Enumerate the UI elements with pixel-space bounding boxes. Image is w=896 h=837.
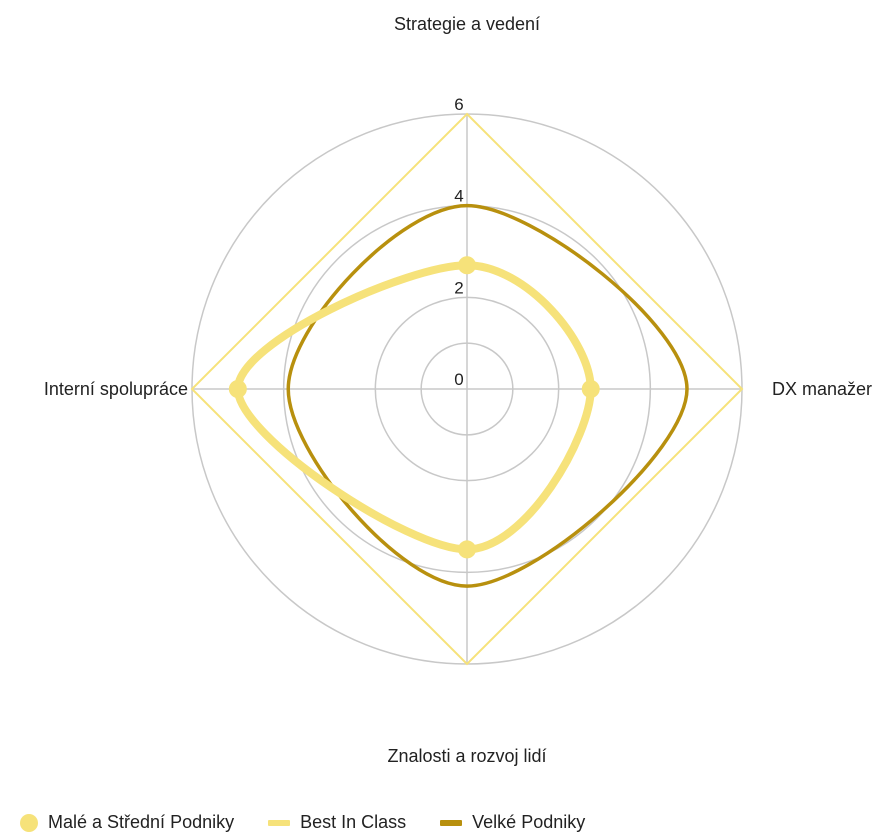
axis-label: Znalosti a rozvoj lidí — [387, 746, 546, 766]
axis-label: Interní spolupráce — [44, 379, 188, 399]
legend-label-sme: Malé a Střední Podniky — [48, 812, 235, 832]
legend-item-large[interactable]: Velké Podniky — [440, 812, 585, 833]
series-sme-point — [458, 256, 476, 275]
legend-label-best-in-class: Best In Class — [300, 812, 407, 832]
series-sme-line — [233, 261, 595, 554]
legend-swatch-large — [440, 819, 463, 826]
tick-label: 4 — [454, 187, 463, 206]
legend: Malé a Střední Podniky Best In Class Vel… — [20, 812, 585, 833]
legend-item-best-in-class[interactable]: Best In Class — [268, 812, 406, 833]
axis-label: DX manažer — [772, 379, 872, 399]
axis-label: Strategie a vedení — [394, 14, 540, 34]
legend-swatch-sme — [20, 813, 38, 832]
series-best-in-class-line — [190, 112, 744, 666]
series-sme-point — [228, 380, 247, 398]
tick-label: 6 — [454, 95, 463, 114]
legend-item-sme[interactable]: Malé a Střední Podniky — [20, 812, 234, 833]
radar-chart: 0 2 4 6 Strategie a vedení DX manažer Znalosti… — [44, 14, 872, 766]
tick-label: 2 — [454, 278, 463, 297]
series-sme-point — [458, 540, 476, 559]
legend-swatch-best-in-class — [268, 819, 291, 826]
legend-label-large: Velké Podniky — [472, 812, 586, 832]
tick-label: 0 — [454, 370, 463, 389]
series-sme-point — [581, 380, 600, 398]
